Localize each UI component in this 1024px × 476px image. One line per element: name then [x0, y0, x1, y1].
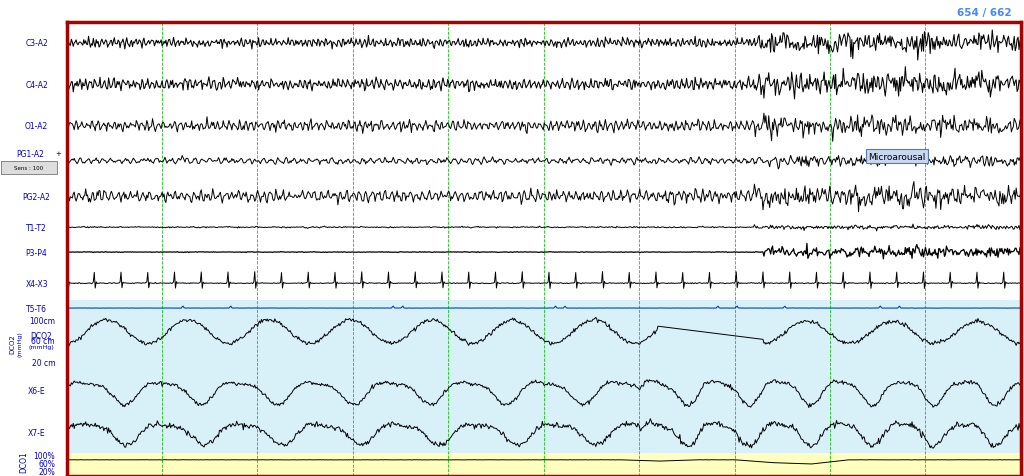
Text: O1-A2: O1-A2 [25, 122, 48, 131]
Bar [67, 453, 1021, 476]
Text: DCO2: DCO2 [9, 334, 15, 353]
Text: (mmHg): (mmHg) [29, 345, 54, 349]
Text: P3-P4: P3-P4 [26, 248, 47, 257]
Text: C3-A2: C3-A2 [26, 39, 48, 48]
Text: T5-T6: T5-T6 [26, 304, 47, 313]
Text: 20 cm: 20 cm [32, 358, 55, 367]
Text: Microarousal: Microarousal [868, 152, 926, 161]
Bar [67, 300, 1021, 317]
Text: 654 / 662: 654 / 662 [956, 8, 1012, 18]
Text: PG2-A2: PG2-A2 [23, 192, 50, 201]
Text: 100%: 100% [34, 451, 55, 460]
Text: DCO2: DCO2 [31, 332, 52, 341]
Text: 20%: 20% [38, 467, 55, 476]
Text: 60%: 60% [38, 459, 55, 468]
FancyBboxPatch shape [1, 162, 56, 174]
Text: Sens : 100: Sens : 100 [14, 166, 43, 170]
Text: +: + [55, 151, 61, 157]
Text: PG1-A2: PG1-A2 [16, 149, 44, 159]
Text: X7-E: X7-E [28, 428, 45, 437]
Text: 100cm: 100cm [29, 317, 55, 326]
Text: 653 / 662: 653 / 662 [72, 8, 126, 18]
Bar [67, 370, 1021, 412]
Text: 60 cm: 60 cm [32, 337, 55, 346]
Text: DCO1: DCO1 [18, 450, 28, 472]
Text: 03:46:25: 03:46:25 [5, 8, 45, 17]
Text: X4-X3: X4-X3 [26, 279, 48, 288]
Text: T1-T2: T1-T2 [27, 223, 47, 232]
Bar [67, 317, 1021, 370]
Text: X6-E: X6-E [28, 387, 45, 396]
Text: C4-A2: C4-A2 [26, 80, 48, 89]
Text: (mmHg): (mmHg) [17, 331, 23, 357]
Bar [67, 412, 1021, 453]
